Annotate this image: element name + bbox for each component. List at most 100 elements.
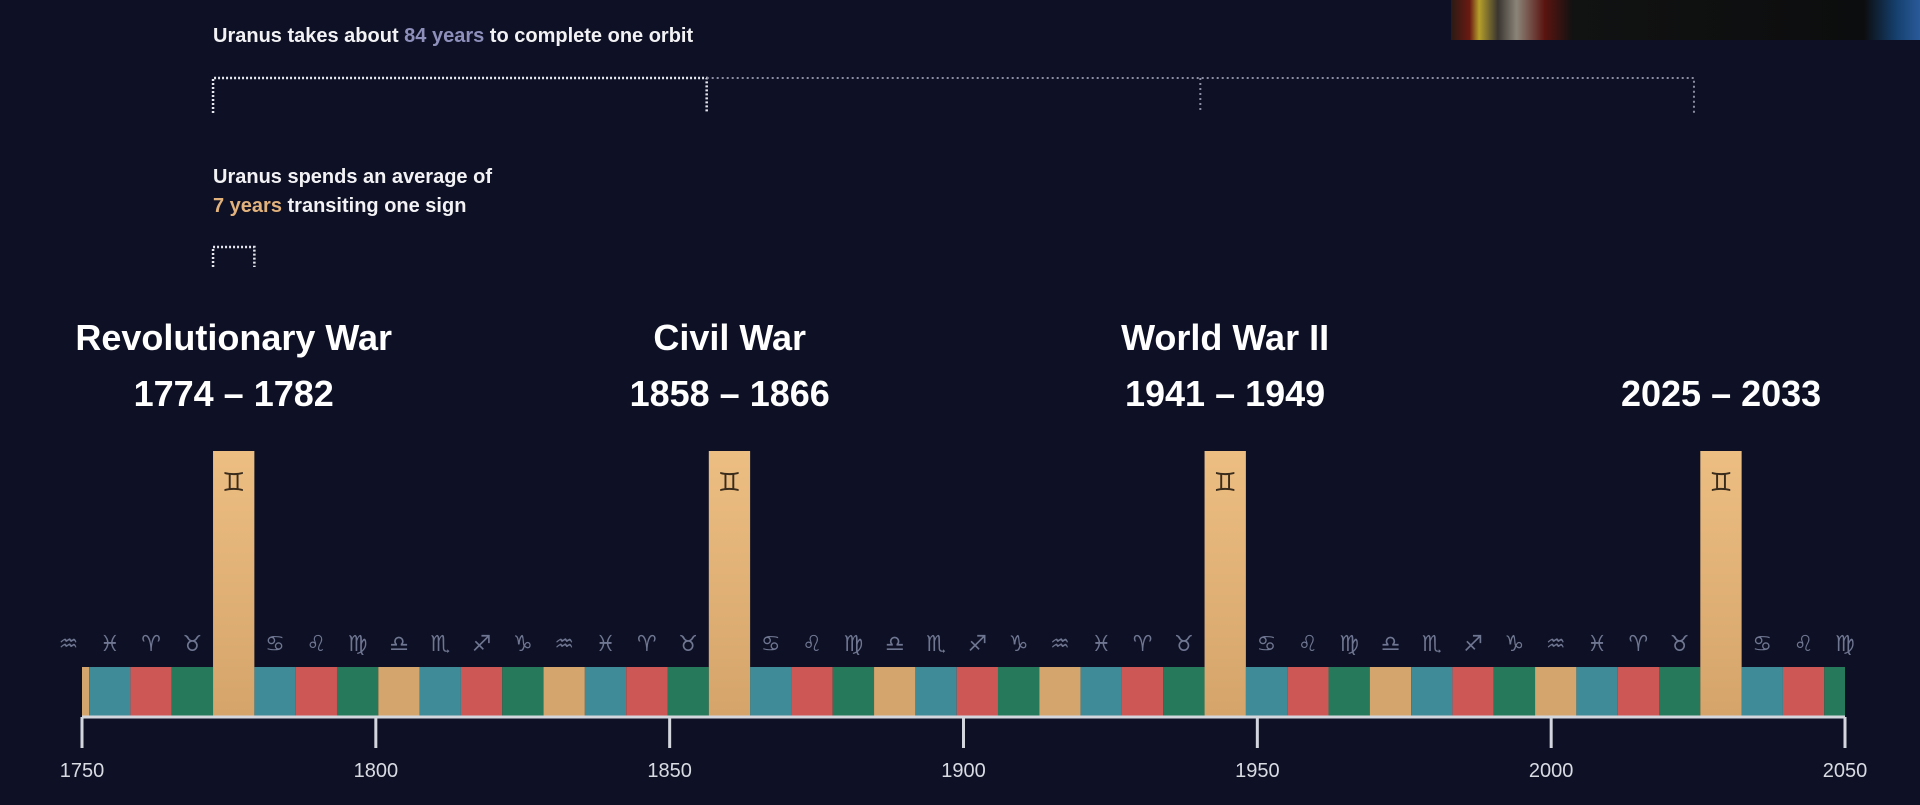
tick-label: 1750	[60, 760, 105, 782]
event-dates: 2025 – 2033	[1621, 373, 1821, 414]
virgo-icon: ♍︎	[844, 632, 864, 657]
taurus-icon: ♉︎	[183, 632, 203, 657]
cancer-icon: ♋︎	[265, 632, 285, 657]
segment-virgo	[832, 667, 875, 716]
segment-sagittarius	[1452, 667, 1494, 716]
pisces-icon: ♓︎	[1587, 632, 1607, 657]
segment-cancer	[254, 667, 296, 716]
segment-virgo	[1824, 667, 1845, 716]
segment-leo	[1782, 667, 1825, 716]
event-dates: 1774 – 1782	[134, 373, 334, 414]
segment-taurus	[1163, 667, 1205, 716]
libra-icon: ♎︎	[389, 632, 409, 657]
transit-caption-suffix: transiting one sign	[281, 195, 467, 217]
sagittarius-icon: ♐︎	[472, 632, 492, 657]
orbit-caption-suffix: to complete one orbit	[484, 25, 694, 47]
virgo-icon: ♍︎	[1339, 632, 1359, 657]
gemini-bar	[1204, 451, 1246, 716]
gemini-bar	[708, 451, 751, 716]
segment-pisces	[1080, 667, 1122, 716]
segment-virgo	[1328, 667, 1370, 716]
tick-label: 1800	[354, 760, 399, 782]
transit-caption-line1: Uranus spends an average of	[213, 166, 492, 188]
sign-duration-bracket	[211, 245, 256, 267]
aquarius-icon: ♒︎	[1050, 632, 1070, 657]
aries-icon: ♈︎	[637, 632, 657, 657]
segment-sagittarius	[956, 667, 998, 716]
event-name: Civil War	[653, 317, 806, 358]
segment-aquarius	[543, 667, 585, 716]
taurus-icon: ♉︎	[1670, 632, 1690, 657]
leo-icon: ♌︎	[802, 632, 822, 657]
gemini-bar	[213, 451, 255, 716]
capricorn-icon: ♑︎	[513, 632, 533, 657]
event-name: World War II	[1121, 317, 1329, 358]
segment-pisces	[89, 667, 131, 716]
libra-icon: ♎︎	[885, 632, 905, 657]
segment-taurus	[171, 667, 214, 716]
segment-aquarius	[1039, 667, 1081, 716]
aries-icon: ♈︎	[1628, 632, 1648, 657]
event-titles: Revolutionary War 1774 – 1782 Civil War 185…	[75, 317, 1821, 414]
cancer-icon: ♋︎	[1752, 632, 1772, 657]
segment-capricorn	[997, 667, 1040, 716]
tick-label: 1850	[647, 760, 692, 782]
cancer-icon: ♋︎	[1257, 632, 1277, 657]
aries-icon: ♈︎	[1133, 632, 1153, 657]
x-axis: 1750 1800 1850 1900 1950 2000 2050	[60, 715, 1867, 782]
segment-aquarius	[82, 667, 90, 716]
tick-label: 2000	[1529, 760, 1574, 782]
pisces-icon: ♓︎	[596, 632, 616, 657]
virgo-icon: ♍︎	[348, 632, 368, 657]
libra-icon: ♎︎	[1381, 632, 1401, 657]
segment-scorpio	[915, 667, 957, 716]
orbit-years-highlight: 84 years	[404, 25, 485, 47]
gemini-bar	[1700, 451, 1742, 716]
capricorn-icon: ♑︎	[1009, 632, 1029, 657]
leo-icon: ♌︎	[1298, 632, 1318, 657]
segment-sagittarius	[460, 667, 503, 716]
segment-capricorn	[1493, 667, 1536, 716]
zodiac-glyphs: ♒︎ ♓︎ ♈︎ ♉︎ ♋︎ ♌︎ ♍︎ ♎︎ ♏︎ ♐︎ ♑︎ ♒︎ ♓︎ ♈︎ ♉︎ ♋︎ ♌︎ ♍︎ ♎︎ ♏︎…	[59, 632, 1855, 657]
capricorn-icon: ♑︎	[1505, 632, 1525, 657]
gemini-icon: ♊︎	[222, 468, 245, 498]
segment-leo	[791, 667, 833, 716]
taurus-icon: ♉︎	[1174, 632, 1194, 657]
segment-libra	[378, 667, 420, 716]
segment-aries	[626, 667, 668, 716]
scorpio-icon: ♏︎	[926, 632, 946, 657]
event-dates: 1858 – 1866	[630, 373, 830, 414]
cancer-icon: ♋︎	[761, 632, 781, 657]
segment-libra	[1369, 667, 1412, 716]
scorpio-icon: ♏︎	[430, 632, 450, 657]
orbit-bracket-primary	[211, 76, 708, 113]
leo-icon: ♌︎	[306, 632, 326, 657]
orbit-caption: Uranus takes about 84 years to complete …	[213, 22, 693, 51]
pisces-icon: ♓︎	[1091, 632, 1111, 657]
segment-cancer	[1245, 667, 1288, 716]
segment-taurus	[1659, 667, 1701, 716]
orbit-caption-prefix: Uranus takes about	[213, 25, 405, 47]
aries-icon: ♈︎	[141, 632, 161, 657]
segment-libra	[874, 667, 916, 716]
gemini-icon: ♊︎	[1709, 468, 1732, 498]
segment-scorpio	[1411, 667, 1453, 716]
segment-aries	[1121, 667, 1164, 716]
segment-taurus	[667, 667, 709, 716]
tick-label: 1950	[1235, 760, 1280, 782]
aquarius-icon: ♒︎	[554, 632, 574, 657]
segment-cancer	[1741, 667, 1783, 716]
webcam-overlay	[1451, 0, 1920, 40]
leo-icon: ♌︎	[1794, 632, 1814, 657]
tick-label: 1900	[941, 760, 986, 782]
segment-aquarius	[1535, 667, 1577, 716]
segment-virgo	[336, 667, 379, 716]
sign-segments	[82, 667, 1845, 716]
segment-scorpio	[419, 667, 461, 716]
gemini-highlights: ♊︎ ♊︎ ♊︎ ♊︎	[213, 451, 1742, 716]
segment-pisces	[584, 667, 627, 716]
gemini-icon: ♊︎	[718, 468, 741, 498]
event-dates: 1941 – 1949	[1125, 373, 1325, 414]
taurus-icon: ♉︎	[678, 632, 698, 657]
